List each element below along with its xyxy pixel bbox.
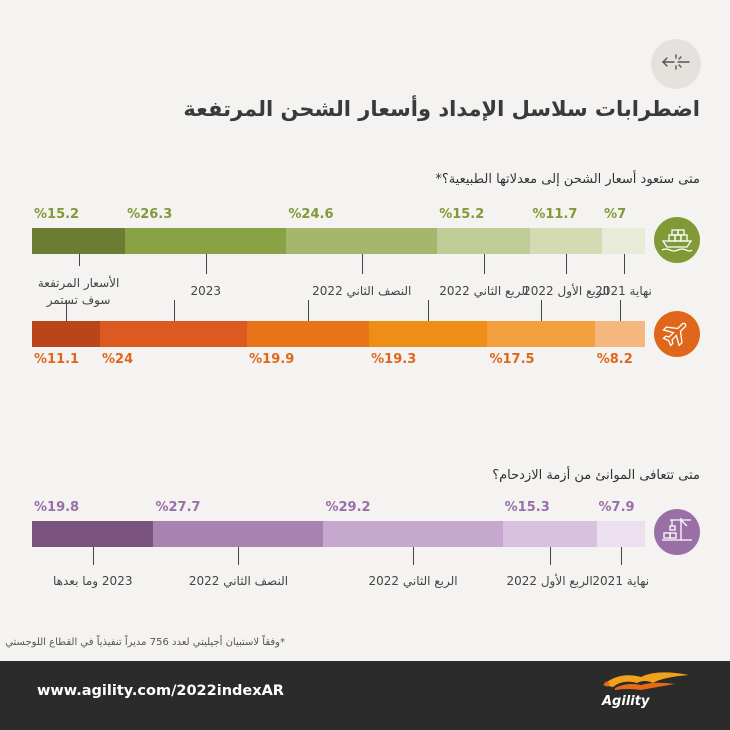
bar-segment [125, 228, 287, 254]
ship-badge [654, 217, 700, 263]
data-label: %17.5 [489, 352, 535, 367]
category-label: النصف الثاني 2022 [312, 284, 412, 298]
category-label: الأسعار المرتفعة سوف تستمر [37, 276, 120, 307]
bar-segment [502, 521, 597, 547]
bar-segment [247, 321, 370, 347]
data-label: %7.9 [598, 500, 635, 515]
footnote: *وفقاً لاستبيان أجيليتي لعدد 756 مديراً … [5, 637, 285, 648]
plane-icon [660, 315, 694, 353]
bar-segment [596, 521, 645, 547]
bar-segment [369, 321, 488, 347]
data-label: %27.7 [155, 500, 201, 515]
data-label: %19.8 [34, 500, 80, 515]
category-label: الربع الثاني 2022 [368, 574, 458, 588]
category-tick [621, 547, 622, 565]
agility-logo-icon [597, 669, 693, 703]
bar-segment [32, 321, 101, 347]
bar-segment [32, 228, 126, 254]
bar-segment [487, 321, 595, 347]
data-label: %15.3 [504, 500, 550, 515]
category-tick [620, 300, 621, 321]
data-label: %26.3 [127, 207, 173, 222]
category-tick [79, 254, 80, 266]
bar-segment [437, 228, 531, 254]
data-label: %29.2 [325, 500, 371, 515]
freight-question: متى ستعود أسعار الشحن إلى معدلاتها الطبي… [435, 172, 700, 187]
port-crane-icon [660, 514, 694, 550]
bar-segment [530, 228, 603, 254]
data-label: %24.6 [288, 207, 334, 222]
category-label: الربع الأول 2022 [523, 284, 610, 298]
category-tick [174, 300, 175, 321]
ship-icon [660, 224, 694, 256]
bar-segment [602, 228, 645, 254]
category-label: الربع الأول 2022 [506, 574, 593, 588]
category-tick [624, 254, 625, 274]
port-badge [654, 509, 700, 555]
ports-question: متى تتعافى الموانئ من أزمة الازدحام؟ [492, 468, 700, 483]
bar-segment [286, 228, 438, 254]
data-label: %11.7 [532, 207, 578, 222]
back-button[interactable] [651, 39, 701, 89]
data-label: %19.9 [249, 352, 295, 367]
category-tick [550, 547, 551, 565]
category-tick [93, 547, 94, 565]
data-label: %24 [102, 352, 134, 367]
data-label: %15.2 [34, 207, 80, 222]
category-label: 2023 وما بعدها [53, 574, 133, 588]
bar-segment [100, 321, 248, 347]
category-tick [541, 300, 542, 321]
category-tick [238, 547, 239, 565]
category-tick [484, 254, 485, 274]
data-label: %15.2 [439, 207, 485, 222]
category-tick [206, 254, 207, 274]
category-label: نهاية 2021 [595, 284, 652, 298]
category-tick [566, 254, 567, 274]
category-label: نهاية 2021 [592, 574, 650, 588]
data-label: %19.3 [371, 352, 417, 367]
footer-bar: www.agility.com/2022indexAR Agility [0, 661, 730, 730]
back-arrows-icon [660, 52, 692, 76]
category-label: النصف الثاني 2022 [188, 574, 289, 588]
bar-segment [32, 521, 154, 547]
page-title: اضطرابات سلاسل الإمداد وأسعار الشحن المر… [183, 97, 700, 121]
brand-name: Agility [602, 694, 650, 709]
category-tick [362, 254, 363, 274]
bar-segment [594, 321, 645, 347]
plane-badge [654, 311, 700, 357]
category-label: الربع الثاني 2022 [439, 284, 529, 298]
data-label: %7 [604, 207, 627, 222]
category-label: 2023 [190, 284, 222, 298]
category-tick [66, 300, 67, 321]
data-label: %8.2 [596, 352, 633, 367]
category-tick [308, 300, 309, 321]
category-tick [428, 300, 429, 321]
bar-segment [153, 521, 324, 547]
data-label: %11.1 [34, 352, 80, 367]
footer-url[interactable]: www.agility.com/2022indexAR [37, 683, 284, 699]
bar-segment [323, 521, 503, 547]
category-tick [413, 547, 414, 565]
